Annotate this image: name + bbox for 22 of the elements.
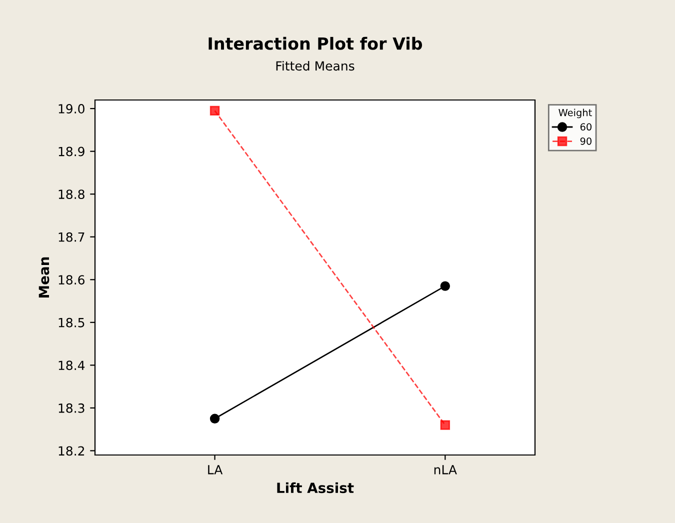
legend-label: 90 xyxy=(580,137,592,145)
y-tick-label: 18.5 xyxy=(58,318,84,328)
y-tick-label: 18.9 xyxy=(58,146,84,156)
y-tick-label: 18.4 xyxy=(58,360,85,370)
point xyxy=(210,414,220,424)
y-tick-label: 18.6 xyxy=(58,275,84,285)
x-tick-label: LA xyxy=(208,465,223,474)
point xyxy=(210,106,220,116)
y-tick-label: 18.2 xyxy=(58,446,84,456)
legend-label: 60 xyxy=(580,123,592,131)
y-tick-label: 18.3 xyxy=(58,403,84,413)
legend-title: Weight xyxy=(558,108,592,118)
x-axis-title: Lift Assist xyxy=(277,482,354,494)
chart-subtitle: Fitted Means xyxy=(276,60,354,71)
y-tick-label: 19.0 xyxy=(58,104,84,114)
x-tick-label: nLA xyxy=(434,465,457,474)
point xyxy=(440,420,450,430)
chart-title: Interaction Plot for Vib xyxy=(208,36,422,50)
y-axis-title: Mean xyxy=(38,257,50,298)
y-tick-label: 18.8 xyxy=(58,190,84,200)
y-tick-label: 18.7 xyxy=(58,232,84,242)
point xyxy=(440,281,450,291)
